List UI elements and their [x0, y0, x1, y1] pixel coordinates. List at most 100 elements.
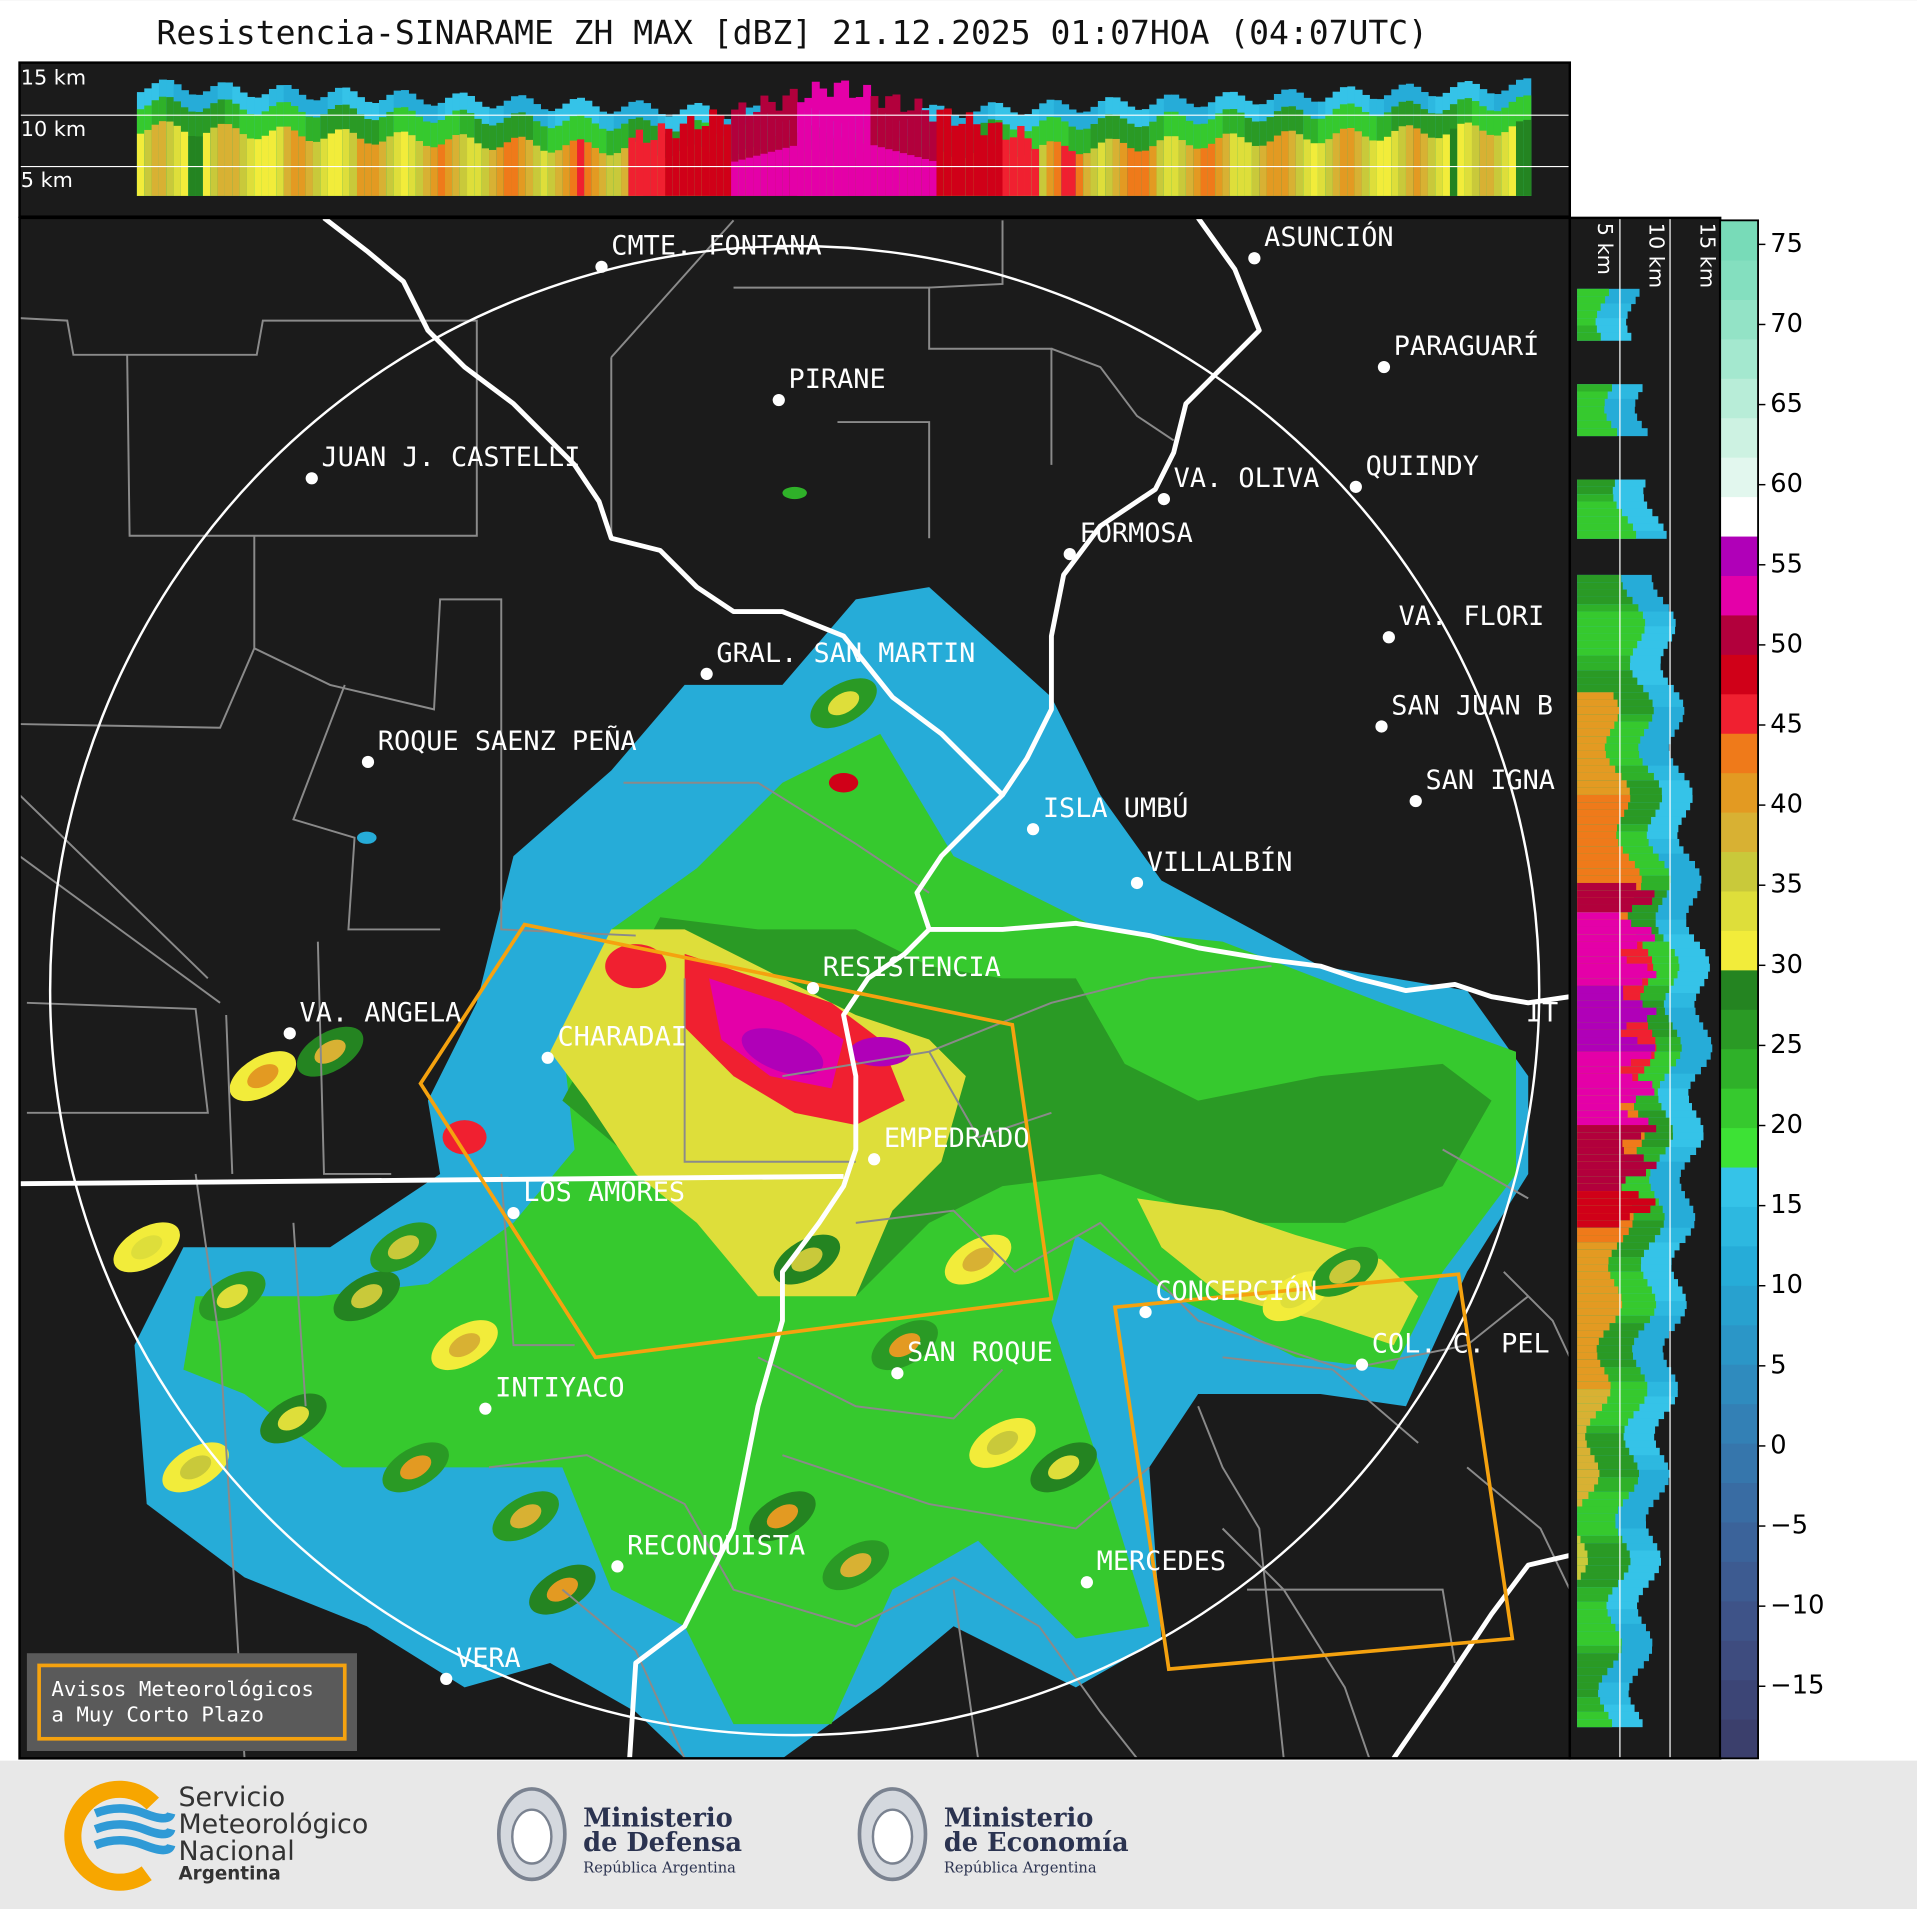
- echo-column: [1119, 142, 1128, 196]
- echo-row: [1577, 1513, 1616, 1522]
- city-dot: [541, 1051, 554, 1064]
- echo-row: [1577, 706, 1620, 715]
- colorbar-step: [1720, 1324, 1759, 1365]
- echo-column: [445, 139, 453, 196]
- echo-column: [995, 122, 1004, 196]
- echo-row: [1577, 1506, 1618, 1515]
- echo-row: [1577, 794, 1631, 803]
- colorbar-tick-label: 65: [1770, 389, 1803, 419]
- echo-column: [232, 128, 241, 196]
- echo-row: [1577, 750, 1606, 759]
- echo-row: [1577, 1433, 1624, 1442]
- echo-column: [907, 110, 916, 196]
- echo-column: [855, 141, 864, 196]
- echo-column: [679, 123, 688, 196]
- ministry-text: República Argentina: [944, 1859, 1097, 1876]
- colorbar-tick-label: 40: [1770, 790, 1803, 820]
- echo-row: [1577, 516, 1628, 525]
- city-dot: [1409, 794, 1422, 808]
- colorbar-step: [1720, 969, 1759, 1010]
- echo-row: [1577, 699, 1618, 708]
- title: Resistencia-SINARAME ZH MAX [dBZ] 21.12.…: [156, 13, 1428, 52]
- legend-box: [26, 1653, 357, 1752]
- echo-column: [745, 115, 754, 196]
- city-dot: [305, 472, 318, 485]
- echo-row: [1577, 978, 1643, 987]
- colorbar-step: [1720, 1442, 1759, 1484]
- echo-row: [1577, 1594, 1609, 1603]
- colorbar-tick-label: 25: [1770, 1030, 1803, 1060]
- city-label: SAN ROQUE: [907, 1337, 1053, 1368]
- echo-row: [1577, 1535, 1581, 1544]
- echo-column: [833, 135, 842, 196]
- height-label: 15 km: [21, 66, 86, 90]
- echo-column: [1303, 139, 1312, 196]
- echo-column: [496, 147, 505, 196]
- echo-row: [1577, 1411, 1596, 1420]
- echo-row: [1577, 1125, 1657, 1133]
- colorbar-step: [1720, 575, 1759, 616]
- echo-column: [782, 95, 791, 196]
- smn-text: Servicio: [178, 1782, 285, 1813]
- echo-row: [1577, 1257, 1609, 1266]
- echo-column: [797, 143, 806, 196]
- city-dot: [1139, 1305, 1152, 1319]
- colorbar-tick-label: 20: [1770, 1110, 1803, 1140]
- echo-row: [1577, 1667, 1638, 1676]
- echo-row: [1577, 736, 1607, 745]
- echo-row: [1577, 1029, 1621, 1038]
- warning-area: [418, 922, 1054, 1360]
- map: CMTE. FONTANA PIRANE JUAN J. CASTELLI VA. O…: [19, 217, 1570, 1759]
- echo-column: [525, 139, 534, 196]
- echo-row: [1577, 1389, 1611, 1398]
- city-dot: [1377, 360, 1391, 374]
- echo-row: [1577, 1359, 1637, 1368]
- boundary: [225, 941, 575, 1347]
- colorbar-step: [1720, 1521, 1759, 1562]
- echo-row: [1577, 582, 1623, 591]
- echo-column: [1039, 144, 1048, 196]
- echo-column: [1031, 148, 1040, 196]
- echo-column: [694, 129, 703, 196]
- echo-row: [1577, 882, 1637, 891]
- top-section: 15 km 10 km 5 km: [19, 62, 1570, 217]
- echo-column: [613, 153, 622, 196]
- echo-row: [1577, 1418, 1629, 1427]
- echo-row: [1577, 1689, 1629, 1698]
- echo-column: [885, 149, 894, 196]
- colorbar-step: [1720, 1561, 1759, 1602]
- colorbar-step: [1720, 1482, 1759, 1523]
- echo-row: [1577, 714, 1618, 723]
- echo-row: [1577, 1271, 1611, 1280]
- echo-row: [1577, 860, 1635, 869]
- echo-row: [1577, 1381, 1648, 1390]
- city-label: CHARADAI: [557, 1022, 686, 1053]
- seal-inner: [511, 1808, 553, 1865]
- echo-column: [1515, 121, 1524, 196]
- echo-column: [1317, 143, 1326, 196]
- echo-row: [1577, 406, 1605, 415]
- echo-row: [1577, 1565, 1586, 1574]
- echo-row: [1577, 1330, 1604, 1339]
- echo-column: [1083, 153, 1092, 196]
- echo-column: [1200, 148, 1209, 196]
- city-dot: [1355, 1358, 1369, 1371]
- echo-row: [1577, 1697, 1631, 1706]
- echo-column: [540, 150, 549, 196]
- echo-column: [1193, 148, 1202, 196]
- colorbar-step: [1720, 930, 1759, 971]
- colorbar-step: [1720, 1285, 1759, 1326]
- city-dot: [1026, 823, 1040, 836]
- echo-row: [1577, 728, 1645, 737]
- echo-column: [1493, 135, 1502, 196]
- city-label: ISLA UMBÚ: [1043, 792, 1189, 824]
- colorbar-step: [1720, 496, 1759, 537]
- echo-row: [1577, 1645, 1622, 1654]
- warning-area: [1112, 1272, 1515, 1672]
- colorbar-step: [1720, 456, 1759, 498]
- echo-column: [1391, 130, 1400, 196]
- echo-column: [217, 123, 226, 196]
- echo-row: [1577, 743, 1639, 752]
- city-dot: [1382, 631, 1395, 644]
- echo-column: [261, 135, 270, 196]
